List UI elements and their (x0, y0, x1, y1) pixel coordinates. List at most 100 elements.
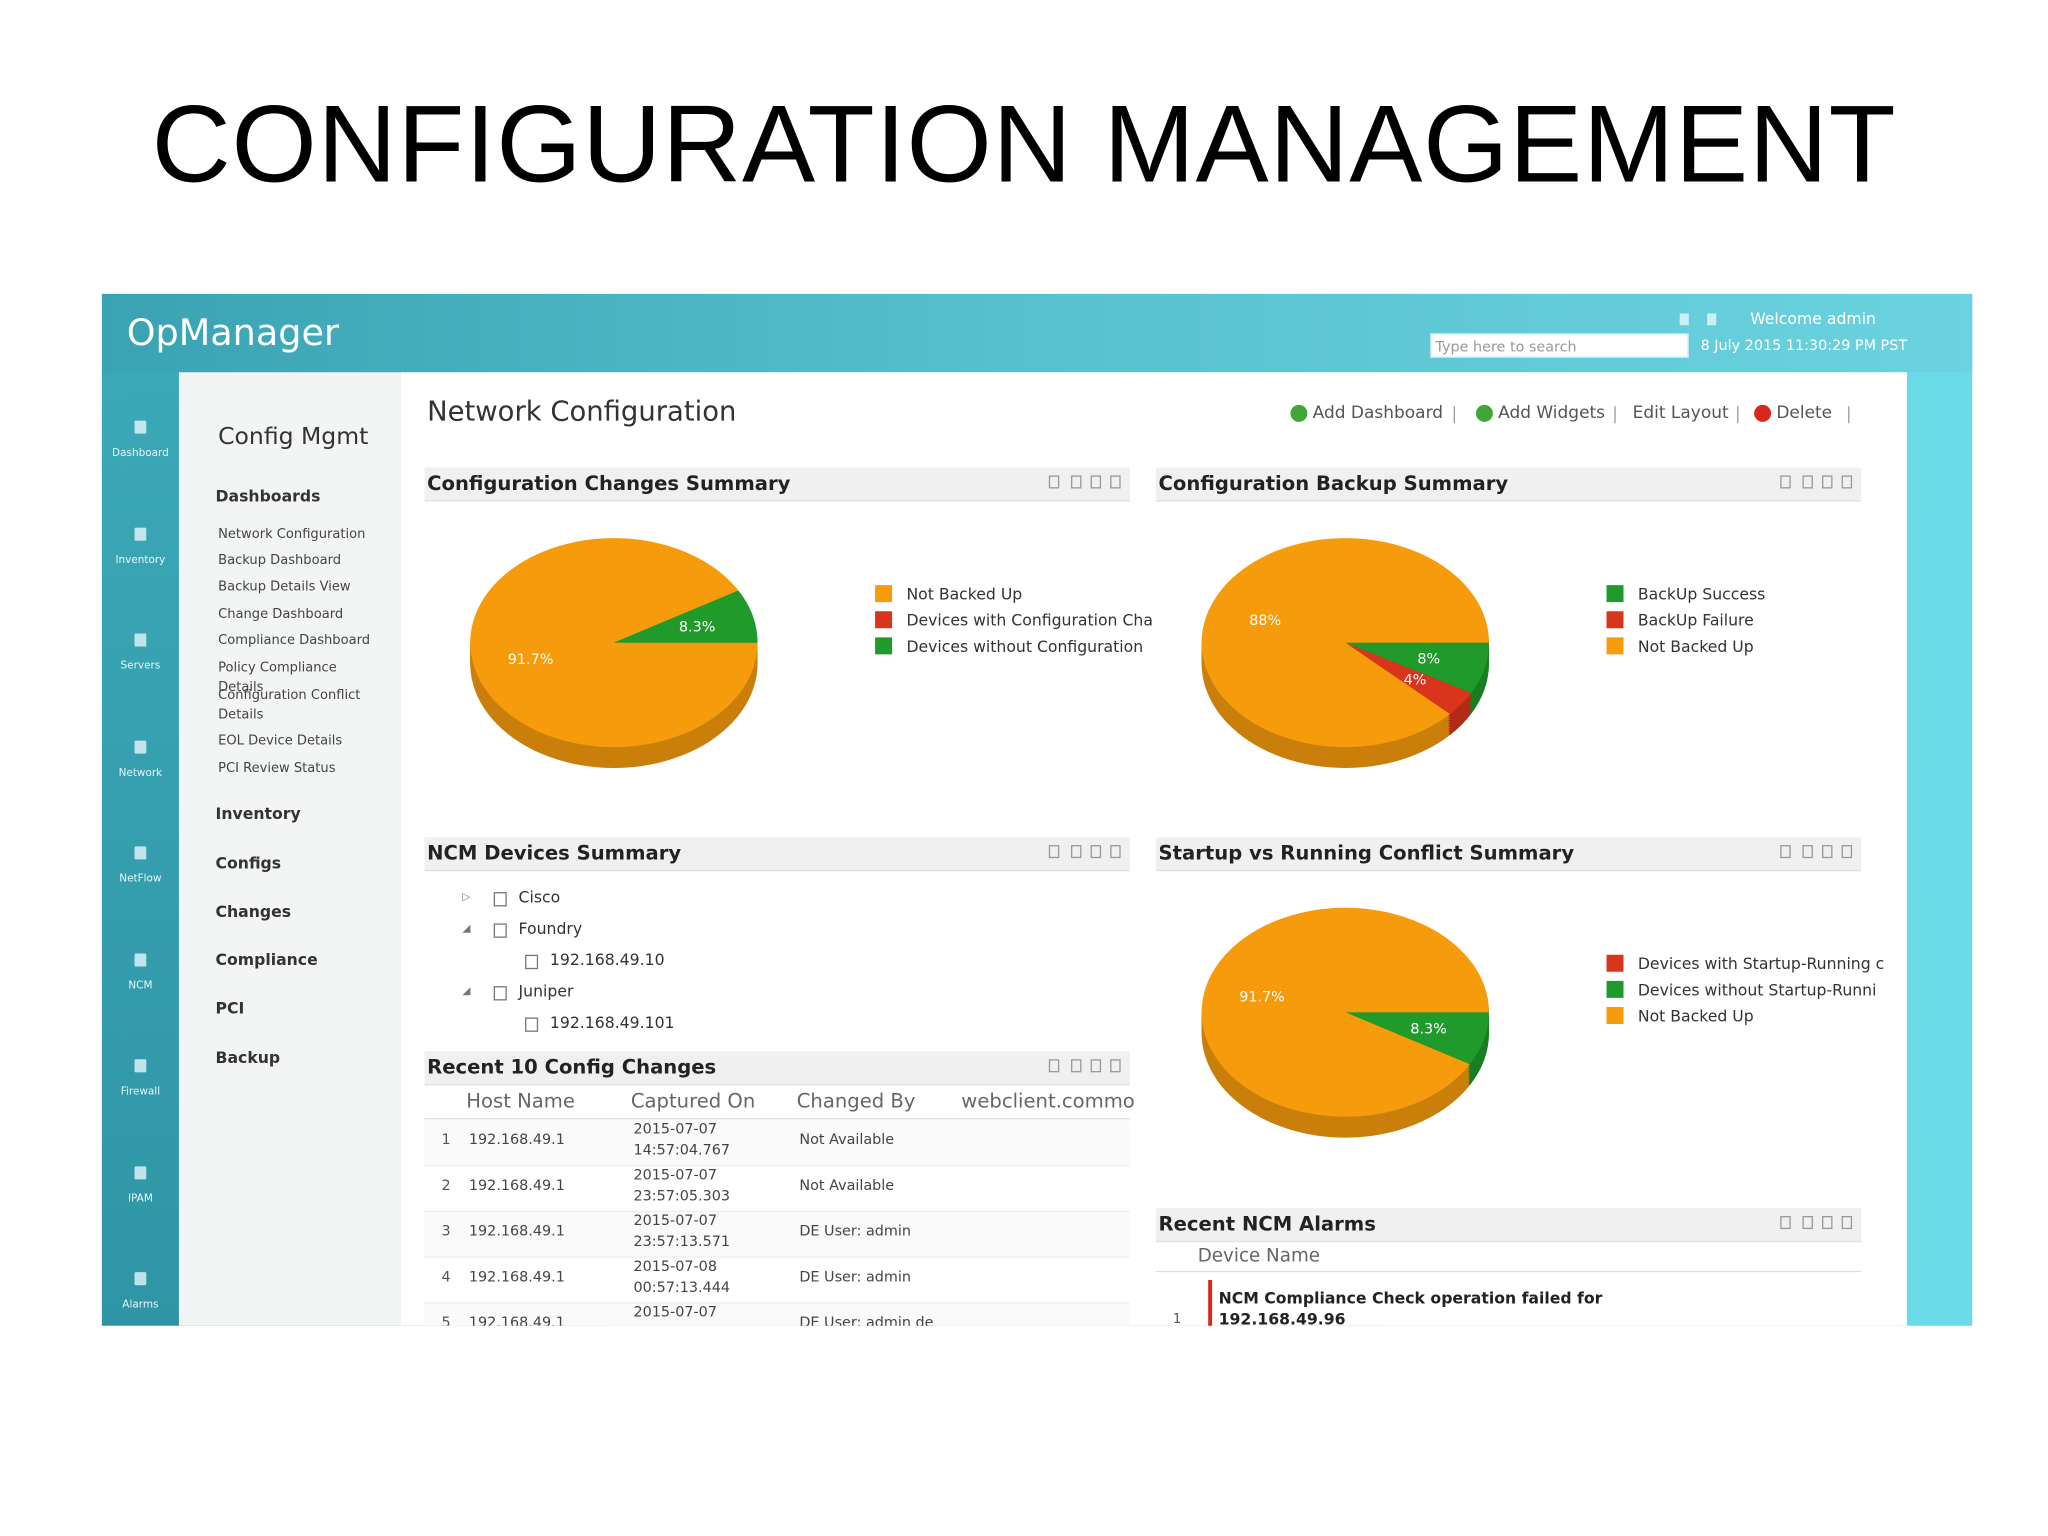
cell: DE User: admin (799, 1268, 911, 1286)
nav-icon[interactable] (134, 633, 147, 647)
sidebar-item[interactable]: Backup Dashboard (218, 553, 342, 569)
nav-icon[interactable] (134, 846, 147, 860)
widget-tool[interactable] (1071, 475, 1082, 489)
widget-tool[interactable] (1780, 475, 1791, 489)
widget-tool[interactable] (1802, 475, 1813, 489)
widget-tool[interactable] (1841, 1215, 1853, 1230)
widget-tool[interactable] (1048, 1059, 1060, 1073)
table-row (424, 1166, 1130, 1213)
pie-slice (1345, 642, 1489, 693)
widget-tool[interactable] (1110, 1059, 1121, 1073)
datetime: 8 July 2015 11:30:29 PM PST (1700, 336, 1908, 354)
widget-tool[interactable] (1802, 1215, 1813, 1230)
tree-node[interactable]: Juniper (518, 982, 574, 1001)
action[interactable]: Edit Layout (1632, 403, 1729, 424)
widget-tool[interactable] (1071, 1059, 1082, 1073)
cell: 2015-07-07 14:57:04.767 (633, 1120, 730, 1159)
action[interactable]: Add Widgets (1498, 403, 1606, 424)
nav-label[interactable]: NCM (128, 978, 153, 991)
section[interactable]: Compliance (215, 950, 318, 970)
cell: DE User: admin (799, 1222, 911, 1240)
tree-icon (493, 892, 507, 907)
sidebar-item[interactable]: Change Dashboard (218, 607, 344, 622)
tree-node[interactable]: 192.168.49.101 (549, 1013, 675, 1032)
sidebar-item[interactable]: EOL Device Details (218, 734, 343, 749)
row-index: 4 (441, 1268, 451, 1286)
nav-icon[interactable] (134, 1272, 147, 1286)
cell: DE User: admin de (799, 1313, 934, 1326)
nav-icon[interactable] (134, 420, 147, 434)
legend-label: Devices with Configuration Cha (906, 611, 1152, 630)
charts: 91.7% 8.3% Not Backed Up Devices with Confi… (470, 538, 1884, 1138)
action-icon (1754, 404, 1772, 422)
table-header: Host Name (466, 1089, 575, 1113)
tree-icon (493, 923, 507, 938)
nav-icon[interactable] (134, 1165, 147, 1179)
table-row (424, 1212, 1130, 1258)
widget-tool[interactable] (1071, 845, 1082, 859)
nav-label[interactable]: Alarms (122, 1298, 159, 1311)
widget-tool[interactable] (1110, 845, 1121, 859)
legend-swatch (875, 637, 893, 655)
sidebar-item[interactable]: PCI Review Status (218, 761, 336, 776)
sidebar-item[interactable]: Configuration Conflict Details (218, 688, 361, 723)
widget-tool[interactable] (1090, 475, 1102, 489)
cell: 192.168.49.1 (468, 1222, 565, 1240)
page-title: Network Configuration (427, 395, 737, 428)
sidebar-item[interactable]: Backup Details View (218, 579, 351, 595)
nav-label[interactable]: Dashboard (112, 446, 169, 459)
table-header: webclient.commo (961, 1089, 1135, 1113)
nav-label[interactable]: NetFlow (119, 872, 162, 885)
section[interactable]: Configs (215, 854, 282, 873)
tree-node[interactable]: Cisco (518, 888, 561, 907)
row-index: 1 (1172, 1312, 1182, 1326)
nav-label[interactable]: Inventory (115, 553, 166, 565)
widget-header (424, 467, 1130, 502)
sidebar-item[interactable]: Network Configuration (218, 527, 366, 543)
nav-icon[interactable] (134, 527, 147, 541)
table-rule (424, 1118, 1130, 1120)
widget-tool[interactable] (1780, 845, 1791, 859)
section[interactable]: Dashboards (215, 487, 321, 506)
tree-node[interactable]: Foundry (518, 919, 583, 938)
legend-label: Not Backed Up (906, 585, 1022, 604)
nav-label[interactable]: Firewall (120, 1085, 161, 1098)
action[interactable]: Add Dashboard (1312, 403, 1444, 424)
sidebar-item[interactable]: Compliance Dashboard (218, 633, 371, 648)
cell: Not Available (799, 1131, 895, 1149)
widget-tool[interactable] (1048, 475, 1060, 489)
section[interactable]: PCI (215, 999, 245, 1018)
nav-label[interactable]: Network (118, 766, 163, 778)
action[interactable]: Delete (1776, 403, 1833, 424)
separator (1848, 406, 1850, 424)
pie-slice (1345, 1012, 1489, 1065)
nav-icon[interactable] (134, 952, 147, 966)
search-box[interactable]: Type here to search (1430, 333, 1689, 358)
widget-tool[interactable] (1822, 1215, 1833, 1230)
widget-tool[interactable] (1822, 475, 1833, 489)
widget-tool[interactable] (1090, 1059, 1102, 1073)
alarm-text[interactable]: NCM Compliance Check operation failed fo… (1218, 1289, 1603, 1326)
section[interactable]: Inventory (215, 804, 301, 823)
widget-tool[interactable] (1841, 845, 1853, 859)
widget-tool[interactable] (1841, 475, 1853, 489)
data-label: 88% (1249, 613, 1281, 629)
widget-tool[interactable] (1110, 475, 1121, 489)
widget-tool[interactable] (1822, 845, 1833, 859)
row-index: 5 (441, 1313, 451, 1326)
section[interactable]: Backup (215, 1048, 281, 1068)
nav-icon[interactable] (134, 1059, 147, 1073)
widget-tool[interactable] (1802, 845, 1813, 859)
widget-tool[interactable] (1090, 845, 1102, 859)
pie-slice (1201, 907, 1489, 1117)
widget-tool[interactable] (1048, 845, 1060, 859)
cell: 192.168.49.1 (468, 1176, 565, 1194)
widget-tool[interactable] (1780, 1215, 1791, 1230)
section[interactable]: Changes (215, 902, 292, 921)
tree-node[interactable]: 192.168.49.10 (549, 950, 665, 970)
nav-label[interactable]: Servers (120, 659, 161, 672)
sidebar-item[interactable]: Policy Compliance Details (218, 660, 337, 695)
nav-icon[interactable] (134, 739, 147, 753)
nav-label[interactable]: IPAM (127, 1191, 153, 1204)
cell: 2015-07-07 23:57:05.303 (633, 1166, 730, 1205)
